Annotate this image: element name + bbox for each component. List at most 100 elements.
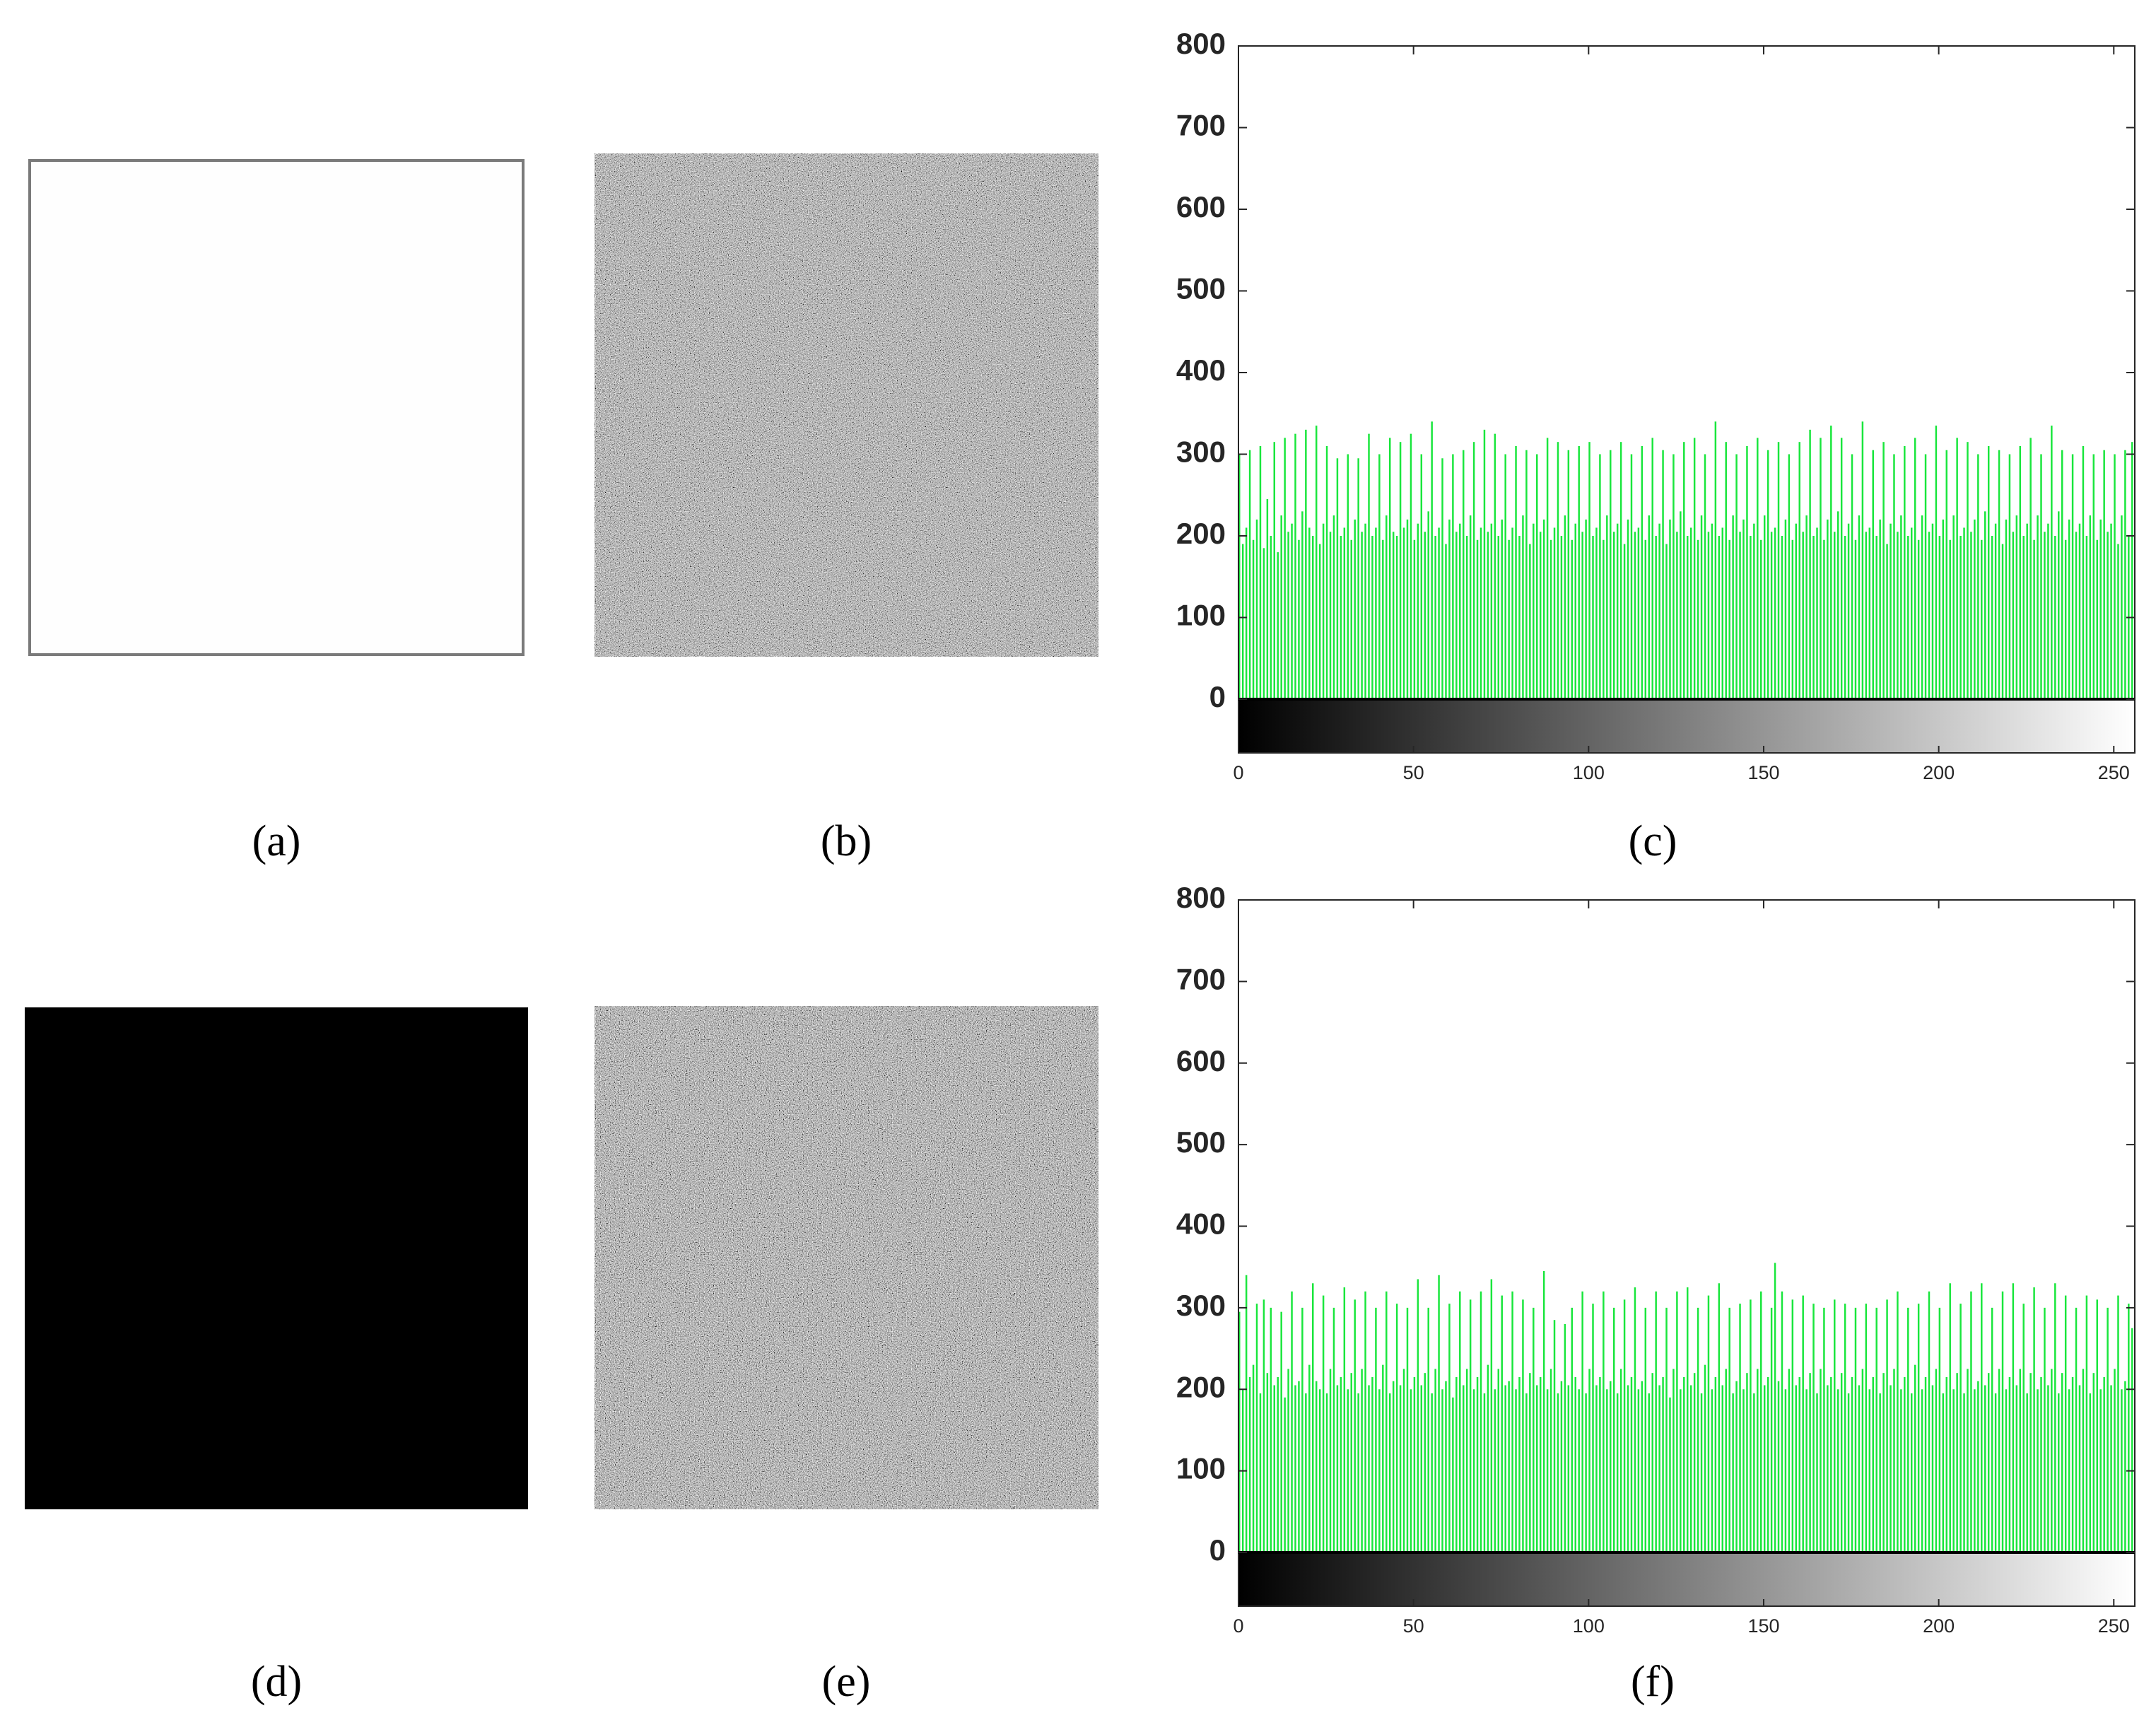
histogram-bar: [2107, 532, 2109, 699]
histogram-bar: [1508, 1381, 1510, 1552]
histogram-bar: [1277, 1376, 1279, 1552]
histogram-bar: [1689, 1385, 1692, 1552]
histogram-bar: [1368, 1385, 1370, 1552]
histogram-bar: [1823, 1307, 1825, 1552]
histogram-bar: [2022, 1304, 2025, 1552]
histogram-bar: [1655, 1291, 1657, 1552]
histogram-bar: [1820, 1369, 1822, 1552]
histogram-bar: [1984, 511, 1986, 699]
histogram-bar: [2026, 1393, 2028, 1552]
histogram-bar: [1248, 450, 1251, 699]
histogram-bar: [2064, 1295, 2067, 1552]
histogram-bar: [1802, 1295, 1804, 1552]
histogram-bar: [1665, 544, 1668, 699]
histogram-bar: [1476, 1376, 1479, 1552]
histogram-bar: [1343, 1287, 1346, 1552]
histogram-bar: [1893, 1369, 1895, 1552]
histogram-bar: [1882, 442, 1885, 699]
histogram-bar: [2058, 511, 2060, 699]
histogram-bar: [2131, 1328, 2133, 1552]
histogram-bar: [1533, 1307, 1535, 1552]
histogram-bar: [1508, 539, 1510, 699]
y-tick-label: 300: [1176, 1289, 1226, 1322]
histogram-bar: [1245, 1275, 1248, 1552]
histogram-bar: [1777, 442, 1780, 699]
histogram-bar: [1259, 445, 1262, 699]
histogram-bar: [1259, 1393, 1262, 1552]
histogram-bar: [1981, 539, 1983, 699]
histogram-bar: [1928, 1291, 1931, 1552]
histogram-bar: [1952, 515, 1955, 699]
histogram-bar: [1658, 523, 1660, 699]
histogram-bar: [1875, 536, 1877, 699]
histogram-bar: [2131, 442, 2133, 699]
colorbar: [1238, 1552, 2136, 1607]
histogram-bar: [1827, 1385, 1829, 1552]
histogram-bar: [1533, 523, 1535, 699]
histogram-bar: [2082, 1369, 2085, 1552]
histogram-bar: [1301, 1307, 1303, 1552]
histogram-bar: [1872, 450, 1874, 699]
y-tick-label: 200: [1176, 1370, 1226, 1403]
histogram-bar: [1851, 1376, 1853, 1552]
histogram-bar: [1651, 1373, 1653, 1552]
histogram-bar: [2015, 1385, 2018, 1552]
histogram-bar: [1438, 1275, 1440, 1552]
colorbar: [1238, 698, 2136, 754]
histogram-bar: [1245, 527, 1248, 699]
y-tick-label: 700: [1176, 962, 1226, 995]
histogram-bar: [1571, 539, 1574, 699]
histogram-bar: [1949, 1283, 1951, 1552]
histogram-bar: [1375, 1307, 1377, 1552]
histogram-bar: [1291, 523, 1293, 699]
histogram-bar: [2058, 1393, 2060, 1552]
histogram-bar: [1452, 454, 1454, 699]
histogram-bar: [1788, 1369, 1791, 1552]
histogram-bar: [1336, 458, 1339, 699]
histogram-bar: [1364, 523, 1366, 699]
histogram-bar: [2029, 1373, 2032, 1552]
histogram-bar: [1427, 511, 1429, 699]
histogram-bar: [1998, 450, 2000, 699]
histogram-bar: [2114, 1369, 2116, 1552]
histogram-bar: [1424, 1373, 1426, 1552]
x-tick-label: 50: [1403, 762, 1424, 783]
histogram-bar: [1697, 539, 1699, 699]
histogram-bar: [1445, 1381, 1447, 1552]
histogram-bar: [1791, 539, 1794, 699]
histogram-bar: [2099, 519, 2102, 699]
histogram-bar: [2114, 454, 2116, 699]
histogram-bar: [1805, 515, 1808, 699]
histogram-bar: [1760, 539, 1762, 699]
histogram-bar: [1865, 532, 1868, 699]
histogram-bar: [1669, 1397, 1671, 1552]
histogram-bar: [1630, 1376, 1633, 1552]
histogram-bar: [1431, 1393, 1433, 1552]
histogram-bar: [1704, 454, 1706, 699]
histogram-bar: [1812, 1304, 1815, 1552]
histogram-bar: [2103, 1376, 2105, 1552]
histogram-bar: [1641, 1381, 1644, 1552]
histogram-bar: [1438, 527, 1440, 699]
histogram-bar: [1809, 1373, 1811, 1552]
histogram-bar: [1284, 438, 1286, 699]
histogram-bar: [1588, 442, 1590, 699]
histogram-bar: [1890, 1385, 1892, 1552]
histogram-bar: [1413, 1376, 1416, 1552]
y-tick-label: 400: [1176, 1207, 1226, 1241]
histogram-bar: [1911, 527, 1913, 699]
histogram-bar: [1371, 536, 1373, 699]
histogram-bar: [1553, 1320, 1556, 1552]
histogram-bar: [1588, 1369, 1590, 1552]
histogram-bar: [1816, 1393, 1818, 1552]
histogram-bar: [1791, 1299, 1794, 1552]
histogram-bar: [1945, 450, 1948, 699]
histogram-bar: [2117, 1295, 2119, 1552]
histogram-bar: [2099, 1389, 2102, 1552]
histogram-bar: [1683, 1376, 1685, 1552]
x-tick-label: 200: [1923, 1615, 1955, 1637]
histogram-bar: [2092, 1373, 2095, 1552]
histogram-bar: [1606, 515, 1608, 699]
histogram-bar: [1497, 536, 1500, 699]
histogram-bar: [2082, 445, 2085, 699]
